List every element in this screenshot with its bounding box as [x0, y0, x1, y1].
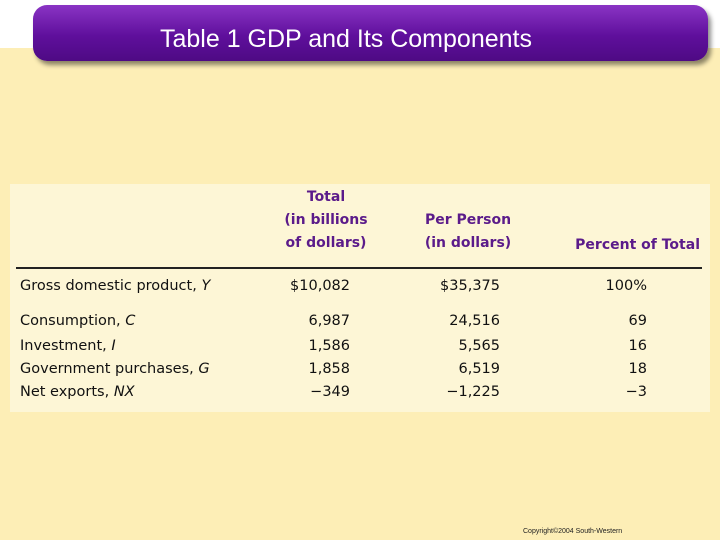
gdp-table: Total (in billions of dollars) Per Perso…	[10, 184, 710, 412]
cell-percent: 16	[628, 338, 647, 354]
header-total: Total (in billions of dollars)	[276, 186, 376, 255]
cell-per-person: −1,225	[446, 384, 500, 400]
table-row-consumption: Consumption, C 6,987 24,516 69	[10, 313, 710, 337]
header-total-line-3: of dollars)	[285, 235, 367, 251]
cell-total: 1,858	[308, 361, 350, 377]
table-row-investment: Investment, I 1,586 5,565 16	[10, 338, 710, 362]
header-total-line-2: (in billions	[284, 212, 368, 228]
slide-title: Table 1 GDP and Its Components	[160, 25, 532, 53]
header-per-person: Per Person (in dollars)	[416, 209, 520, 255]
title-bar	[33, 5, 708, 61]
table-row-net-exports: Net exports, NX −349 −1,225 −3	[10, 384, 710, 408]
header-percent: Percent of Total	[575, 237, 700, 253]
cell-total: −349	[310, 384, 350, 400]
cell-per-person: 6,519	[458, 361, 500, 377]
row-label: Government purchases, G	[20, 361, 210, 377]
cell-per-person: 24,516	[449, 313, 500, 329]
copyright-notice: Copyright©2004 South-Western	[523, 528, 623, 535]
cell-percent: −3	[625, 384, 647, 400]
cell-total: $10,082	[290, 278, 350, 294]
header-per-person-line-1: Per Person	[424, 212, 512, 228]
row-label: Net exports, NX	[20, 384, 135, 400]
header-per-person-line-2: (in dollars)	[424, 235, 512, 251]
cell-per-person: 5,565	[458, 338, 500, 354]
cell-total: 1,586	[308, 338, 350, 354]
header-rule	[16, 267, 702, 269]
cell-total: 6,987	[308, 313, 350, 329]
cell-percent: 100%	[605, 278, 647, 294]
header-total-line-1: Total	[306, 189, 346, 205]
table-row-gdp: Gross domestic product, Y $10,082 $35,37…	[10, 278, 710, 302]
row-label: Consumption, C	[20, 313, 136, 329]
row-label: Gross domestic product, Y	[20, 278, 211, 294]
table-row-government: Government purchases, G 1,858 6,519 18	[10, 361, 710, 385]
row-label: Investment, I	[20, 338, 116, 354]
cell-percent: 18	[628, 361, 647, 377]
cell-percent: 69	[628, 313, 647, 329]
cell-per-person: $35,375	[440, 278, 500, 294]
